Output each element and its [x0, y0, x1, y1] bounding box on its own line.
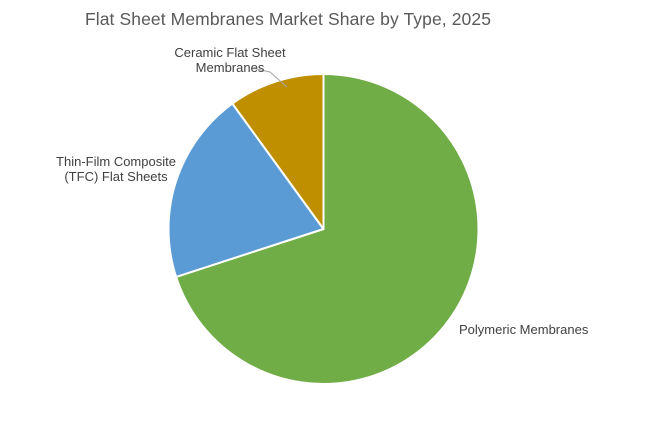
pie-slices — [167, 73, 480, 385]
slice-label-ceramic: Ceramic Flat Sheet Membranes — [174, 45, 285, 75]
slice-label-tfc: Thin-Film Composite (TFC) Flat Sheets — [56, 154, 176, 184]
slice-label-ceramic-line2: Membranes — [195, 60, 265, 75]
slice-label-ceramic-line1: Ceramic Flat Sheet — [174, 45, 286, 60]
pie-slice-thin-film-composite-tfc-flat-sheets — [167, 102, 325, 278]
slice-label-tfc-line2: (TFC) Flat Sheets — [64, 169, 168, 184]
pie-slice-polymeric-membranes — [175, 73, 480, 385]
pie-slice-ceramic-flat-sheet-membranes — [231, 73, 325, 230]
slice-label-tfc-line1: Thin-Film Composite — [56, 154, 176, 169]
ceramic-label-leader-line — [251, 67, 288, 88]
chart-title: Flat Sheet Membranes Market Share by Typ… — [84, 9, 492, 29]
slice-label-polymeric: Polymeric Membranes — [459, 322, 588, 337]
slice-label-polymeric-line1: Polymeric Membranes — [459, 322, 589, 337]
